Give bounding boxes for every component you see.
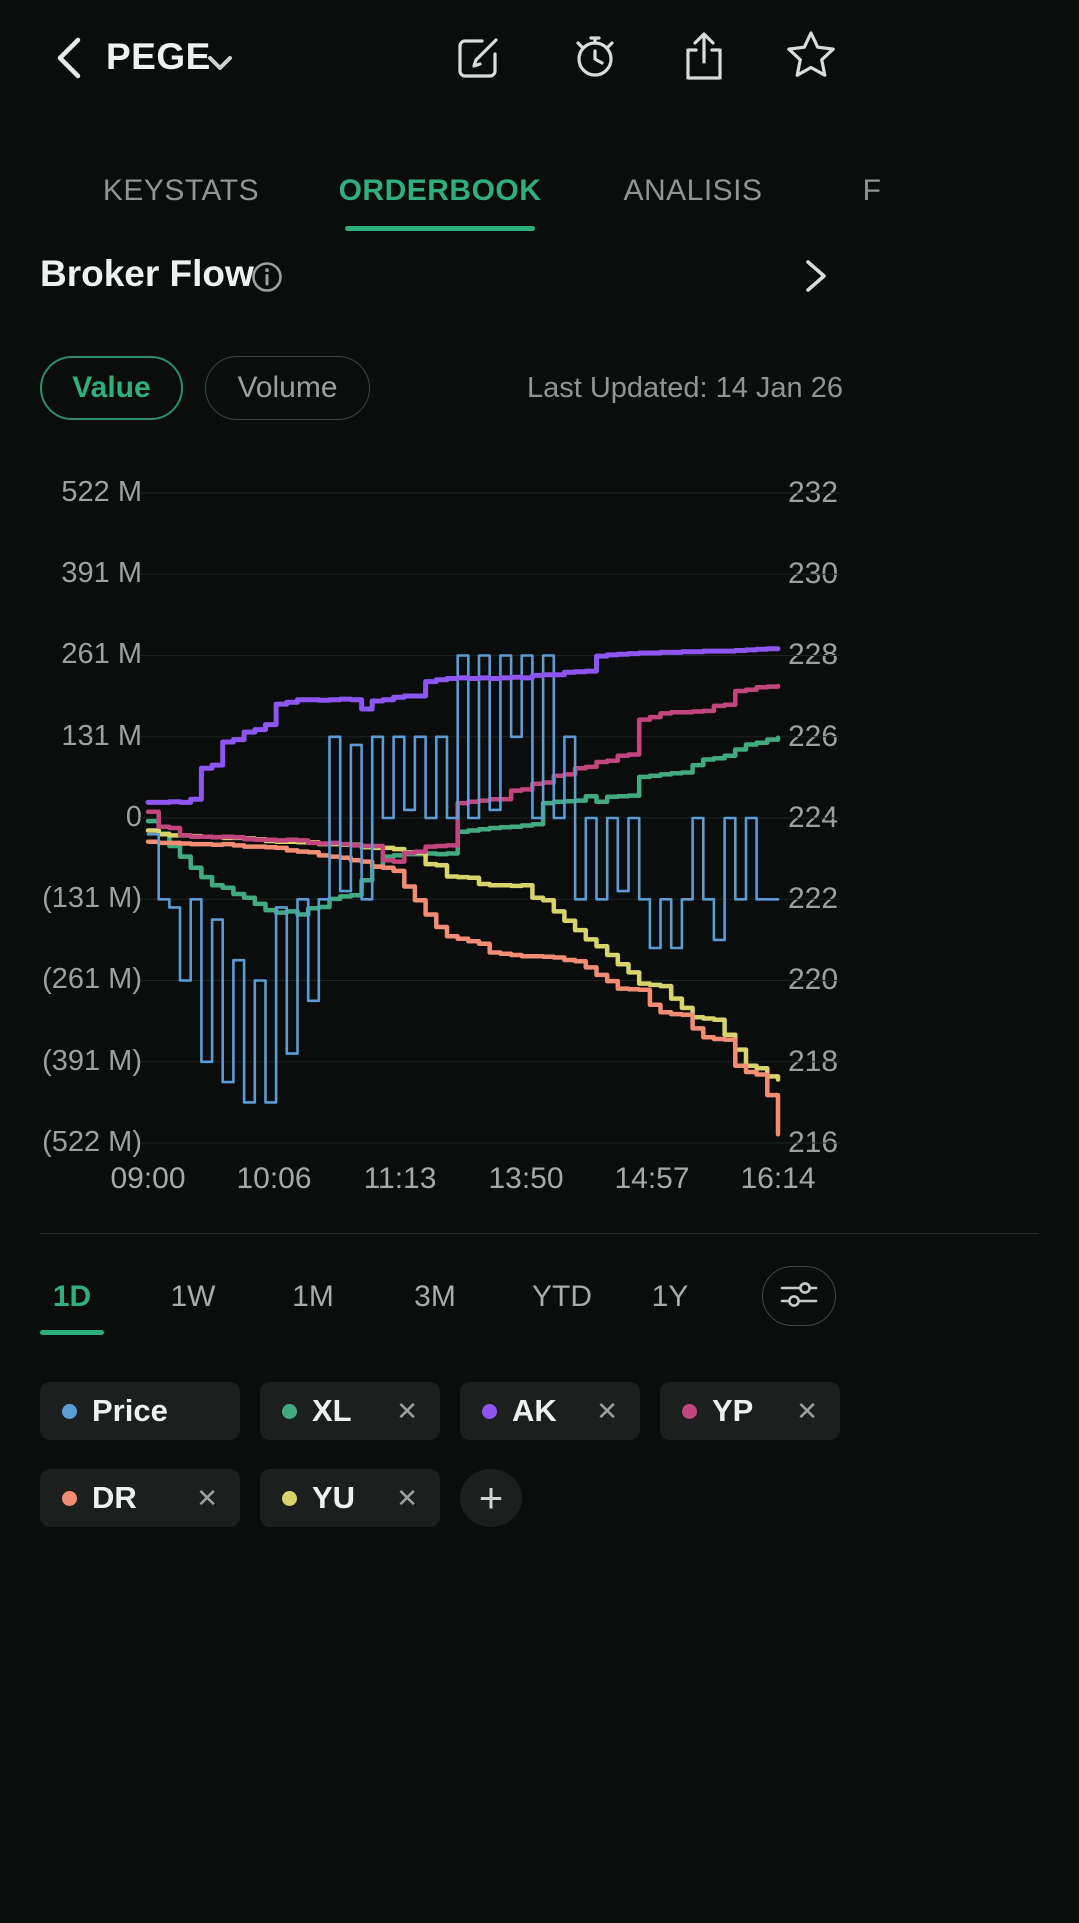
legend-chip-price[interactable]: Price [40,1382,240,1440]
y-axis-left-label: (131 M) [42,882,142,914]
volume-toggle[interactable]: Volume [205,356,370,420]
range-1w[interactable]: 1W [170,1280,216,1313]
y-axis-left-label: (522 M) [42,1126,142,1158]
legend-chip-label: DR [92,1480,137,1515]
remove-icon[interactable]: ✕ [396,1396,418,1426]
favorite-button[interactable] [782,26,840,89]
edit-icon [452,38,506,88]
y-axis-right-label: 220 [788,963,839,996]
share-icon [678,32,732,88]
x-axis-label: 10:06 [236,1162,312,1195]
last-updated-text: Last Updated: 14 Jan 26 [526,372,843,404]
remove-icon[interactable]: ✕ [596,1396,618,1426]
back-chevron-icon [52,37,86,88]
back-button[interactable] [52,32,86,89]
y-axis-left-label: 391 M [61,557,142,589]
chevron-down-icon [204,56,236,78]
legend-chip-yu[interactable]: YU ✕ [260,1469,440,1527]
legend-chip-label: Price [92,1393,168,1428]
remove-icon[interactable]: ✕ [396,1483,418,1513]
divider [40,1233,1039,1234]
dr-series-dot [62,1490,77,1506]
y-axis-left-label: 261 M [61,638,142,670]
y-axis-left-label: (261 M) [42,963,142,995]
edit-button[interactable] [452,30,506,89]
active-range-underline [40,1330,104,1335]
legend-chip-ak[interactable]: AK ✕ [460,1382,640,1440]
range-1y[interactable]: 1Y [651,1280,689,1313]
legend-chip-dr[interactable]: DR ✕ [40,1469,240,1527]
range-1d[interactable]: 1D [52,1280,92,1313]
add-series-button[interactable]: + [460,1469,522,1527]
y-axis-left-label: 0 [125,801,142,833]
legend-chip-label: YU [312,1480,356,1515]
legend-chip-label: YP [712,1393,754,1428]
alarm-clock-icon [568,36,622,88]
chart-plot[interactable] [140,480,840,1170]
tab-keystats[interactable]: KEYSTATS [102,174,260,207]
y-axis-right-label: 222 [788,882,839,915]
info-button[interactable] [250,260,284,299]
yp-series-dot [682,1403,697,1419]
y-axis-right-label: 228 [788,638,839,671]
x-axis-label: 11:13 [363,1162,437,1195]
chevron-right-icon [800,260,830,300]
symbol-dropdown[interactable] [204,52,236,79]
yu-series-dot [282,1490,297,1506]
alert-button[interactable] [568,30,622,89]
ak-series-dot [482,1403,497,1419]
value-toggle[interactable]: Value [40,356,183,420]
range-3m[interactable]: 3M [414,1280,456,1313]
x-axis-label: 13:50 [488,1162,564,1195]
y-axis-left-label: 522 M [61,476,142,508]
section-expand-button[interactable] [800,256,830,301]
sliders-icon [777,1277,821,1316]
info-icon [250,262,284,298]
share-button[interactable] [678,28,732,89]
x-axis-label: 09:00 [110,1162,186,1195]
legend-chip-xl[interactable]: XL ✕ [260,1382,440,1440]
y-axis-left-label: (391 M) [42,1045,142,1077]
tab-analisis[interactable]: ANALISIS [623,174,763,207]
x-axis-label: 16:14 [740,1162,816,1195]
chart-settings-button[interactable] [762,1266,836,1326]
remove-icon[interactable]: ✕ [196,1483,218,1513]
range-ytd[interactable]: YTD [532,1280,592,1313]
y-axis-right-label: 230 [788,557,839,590]
tab-orderbook[interactable]: ORDERBOOK [338,174,542,207]
legend-chip-label: XL [312,1393,352,1428]
xl-series-dot [282,1403,297,1419]
x-axis-label: 14:57 [614,1162,690,1195]
legend-chip-yp[interactable]: YP ✕ [660,1382,840,1440]
active-tab-underline [345,226,535,231]
star-icon [782,31,840,88]
price-series-dot [62,1403,77,1419]
legend-chip-label: AK [512,1393,557,1428]
symbol-title[interactable]: PEGE [106,36,211,77]
tab-next-truncated[interactable]: F [862,174,882,207]
section-title: Broker Flow [40,253,254,294]
range-1m[interactable]: 1M [292,1280,334,1313]
remove-icon[interactable]: ✕ [796,1396,818,1426]
y-axis-left-label: 131 M [61,720,142,752]
